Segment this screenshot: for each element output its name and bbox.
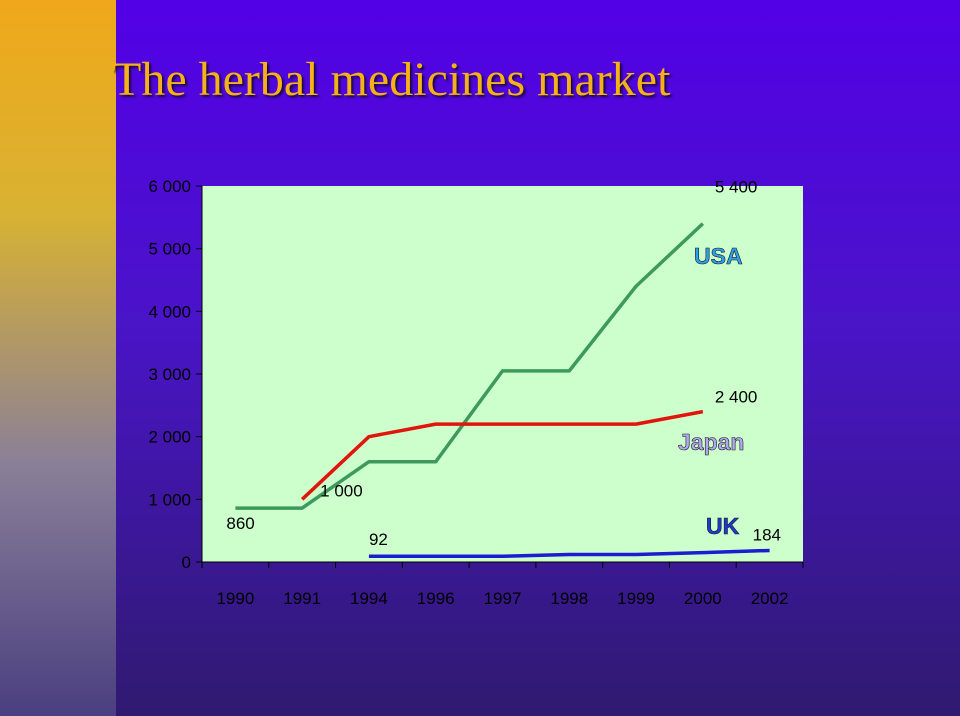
series-label-japan: Japan (678, 429, 744, 455)
y-tick-label: 6 000 (148, 177, 191, 196)
x-tick-label: 1996 (417, 589, 455, 608)
y-tick-label: 3 000 (148, 365, 191, 384)
data-label: 2 400 (715, 388, 758, 407)
y-tick-label: 0 (182, 553, 191, 572)
y-tick-label: 1 000 (148, 490, 191, 509)
x-tick-label: 1994 (350, 589, 388, 608)
chart-labels: 5 400 860 2 400 1 000 92 184 USA Japan UK (226, 178, 781, 550)
x-tick-label: 1997 (484, 589, 522, 608)
y-tick-label: 2 000 (148, 428, 191, 447)
x-tick-label: 2000 (684, 589, 722, 608)
data-label: 184 (753, 525, 781, 544)
series-line-japan (300, 409, 704, 501)
series-line-usa (235, 222, 705, 510)
series-lines (235, 222, 770, 558)
axes: 0 1 000 2 000 3 000 4 000 5 000 6 000 1990 1991 1… (148, 177, 804, 608)
y-tick-label: 4 000 (148, 302, 191, 321)
x-tick-label: 2002 (751, 589, 789, 608)
page-title: The herbal medicines market (112, 53, 671, 106)
x-tick-label: 1999 (617, 589, 655, 608)
x-tick-label: 1990 (216, 589, 254, 608)
series-line-uk (368, 548, 770, 558)
x-tick-label: 1991 (283, 589, 321, 608)
x-tick-label: 1998 (550, 589, 588, 608)
series-label-uk: UK (706, 513, 740, 539)
data-label: 92 (369, 530, 388, 549)
decorative-left-bar (0, 0, 116, 716)
data-label: 5 400 (715, 178, 758, 197)
data-label: 1 000 (320, 481, 363, 500)
data-label: 860 (226, 514, 254, 533)
y-tick-label: 5 000 (148, 240, 191, 259)
series-label-usa: USA (694, 243, 743, 269)
